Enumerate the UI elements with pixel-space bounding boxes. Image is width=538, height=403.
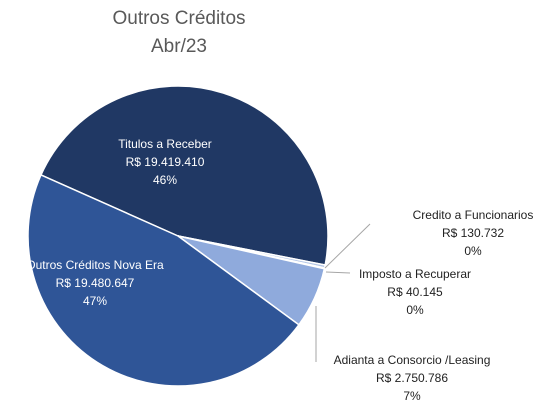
value-label: R$ 19.419.410 [125,155,205,169]
category-label: Titulos a Receber [118,137,212,151]
percentage-label: 0% [406,303,424,317]
data-label: Adianta a Consorcio /Leasing R$ 2.750.786… [334,351,491,403]
data-label: Credito a Funcionarios R$ 130.732 0% [413,206,534,260]
category-label: Adianta a Consorcio /Leasing [333,353,491,367]
value-label: R$ 2.750.786 [375,371,449,385]
data-label: Outros Créditos Nova Era R$ 19.480.647 47% [25,256,165,310]
value-label: R$ 19.480.647 [55,276,135,290]
value-label: R$ 40.145 [387,285,443,299]
value-label: R$ 130.732 [441,226,505,240]
data-label: Imposto a Recuperar R$ 40.145 0% [359,265,471,319]
percentage-label: 7% [403,389,421,403]
percentage-label: 47% [82,294,108,308]
data-label: Titulos a Receber R$ 19.419.410 46% [118,135,212,189]
chart-title: Outros Créditos [112,8,246,29]
percentage-label: 46% [152,173,178,187]
leader-line [325,271,351,274]
category-label: Credito a Funcionarios [412,208,534,222]
percentage-label: 0% [464,244,482,258]
leader-line [324,223,371,269]
chart-subtitle: Abr/23 [151,36,207,57]
category-label: Outros Créditos Nova Era [26,258,164,272]
pie-slice [39,85,329,266]
category-label: Imposto a Recuperar [358,267,472,281]
pie-slice [27,173,300,387]
